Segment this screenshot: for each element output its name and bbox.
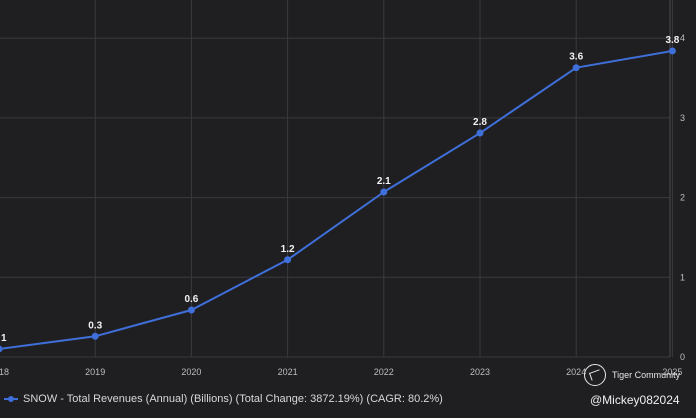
data-point: [284, 256, 292, 264]
x-tick-label: 2025: [662, 367, 682, 377]
y-tick-label: 1: [680, 272, 685, 282]
data-point: [476, 129, 484, 137]
data-point: [0, 345, 3, 353]
data-label: 0.3: [88, 320, 102, 331]
data-label: 1.2: [281, 244, 295, 255]
legend-series-marker: [4, 394, 18, 404]
x-tick-label: 2020: [181, 367, 201, 377]
x-tick-label: 2019: [85, 367, 105, 377]
x-tick-label: 2023: [470, 367, 490, 377]
watermark-user-handle: @Mickey082024: [590, 393, 680, 407]
y-tick-label: 0: [680, 352, 685, 362]
y-tick-label: 3: [680, 113, 685, 123]
data-point: [380, 188, 388, 196]
data-label: 2.1: [377, 176, 391, 187]
data-label: 0.6: [184, 294, 198, 305]
data-point: [572, 64, 580, 72]
data-label: 1: [1, 333, 7, 344]
data-point: [187, 306, 195, 314]
x-tick-label: 2024: [566, 367, 586, 377]
data-label: 2.8: [473, 117, 487, 128]
x-tick-label: 2022: [374, 367, 394, 377]
chart-legend[interactable]: SNOW - Total Revenues (Annual) (Billions…: [4, 393, 443, 405]
watermark-brand: Tiger Community: [612, 370, 681, 380]
series-line: [0, 49, 673, 350]
data-point: [91, 332, 99, 340]
x-tick-label: 2021: [278, 367, 298, 377]
tiger-icon: [584, 364, 606, 386]
tiger-community-watermark: Tiger Community: [584, 364, 680, 386]
x-tick-label: 2018: [0, 367, 9, 377]
data-point: [668, 47, 676, 55]
y-tick-label: 2: [680, 193, 685, 203]
y-tick-label: 4: [680, 33, 685, 43]
data-label: 3.8: [665, 35, 679, 46]
data-label: 3.6: [569, 52, 583, 63]
legend-series-label: SNOW - Total Revenues (Annual) (Billions…: [23, 393, 443, 405]
